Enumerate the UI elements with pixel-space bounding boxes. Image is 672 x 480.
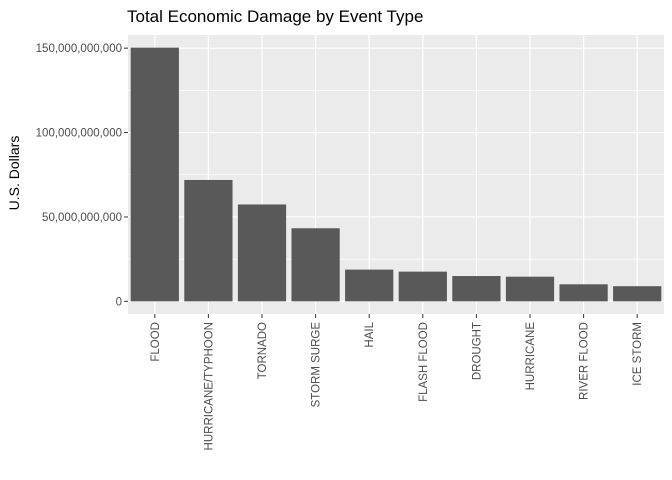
chart-title: Total Economic Damage by Event Type [127, 7, 423, 26]
y-tick-label: 50,000,000,000 [42, 212, 122, 224]
y-tick-label: 100,000,000,000 [36, 128, 122, 140]
bar [559, 284, 608, 302]
y-tick-label: 0 [116, 296, 122, 308]
bar [345, 269, 394, 302]
x-axis: FLOOD HURRICANE/TYPHOON TORNADO STORM SURGE… [150, 314, 644, 450]
bar [237, 204, 287, 302]
bar [398, 271, 447, 302]
x-tick-label: STORM SURGE [311, 322, 323, 408]
x-tick-label: HURRICANE [525, 322, 537, 391]
y-axis-label: U.S. Dollars [6, 136, 22, 211]
x-tick-label: FLASH FLOOD [418, 322, 430, 402]
bar [613, 286, 662, 302]
x-tick-label: FLOOD [150, 322, 162, 362]
x-tick-label: HAIL [364, 321, 376, 347]
x-tick-label: DROUGHT [471, 322, 483, 380]
bar [505, 276, 555, 302]
bar [130, 47, 179, 302]
bar [291, 228, 340, 302]
bar [452, 276, 501, 302]
x-tick-label: ICE STORM [632, 322, 644, 386]
bar [184, 179, 233, 302]
y-tick-label: 150,000,000,000 [36, 43, 122, 55]
x-tick-label: HURRICANE/TYPHOON [203, 322, 215, 450]
x-tick-label: TORNADO [257, 322, 269, 379]
bars [130, 47, 662, 302]
y-axis: 0 50,000,000,000 100,000,000,000 150,000,00… [36, 43, 128, 308]
x-tick-label: RIVER FLOOD [579, 322, 591, 400]
